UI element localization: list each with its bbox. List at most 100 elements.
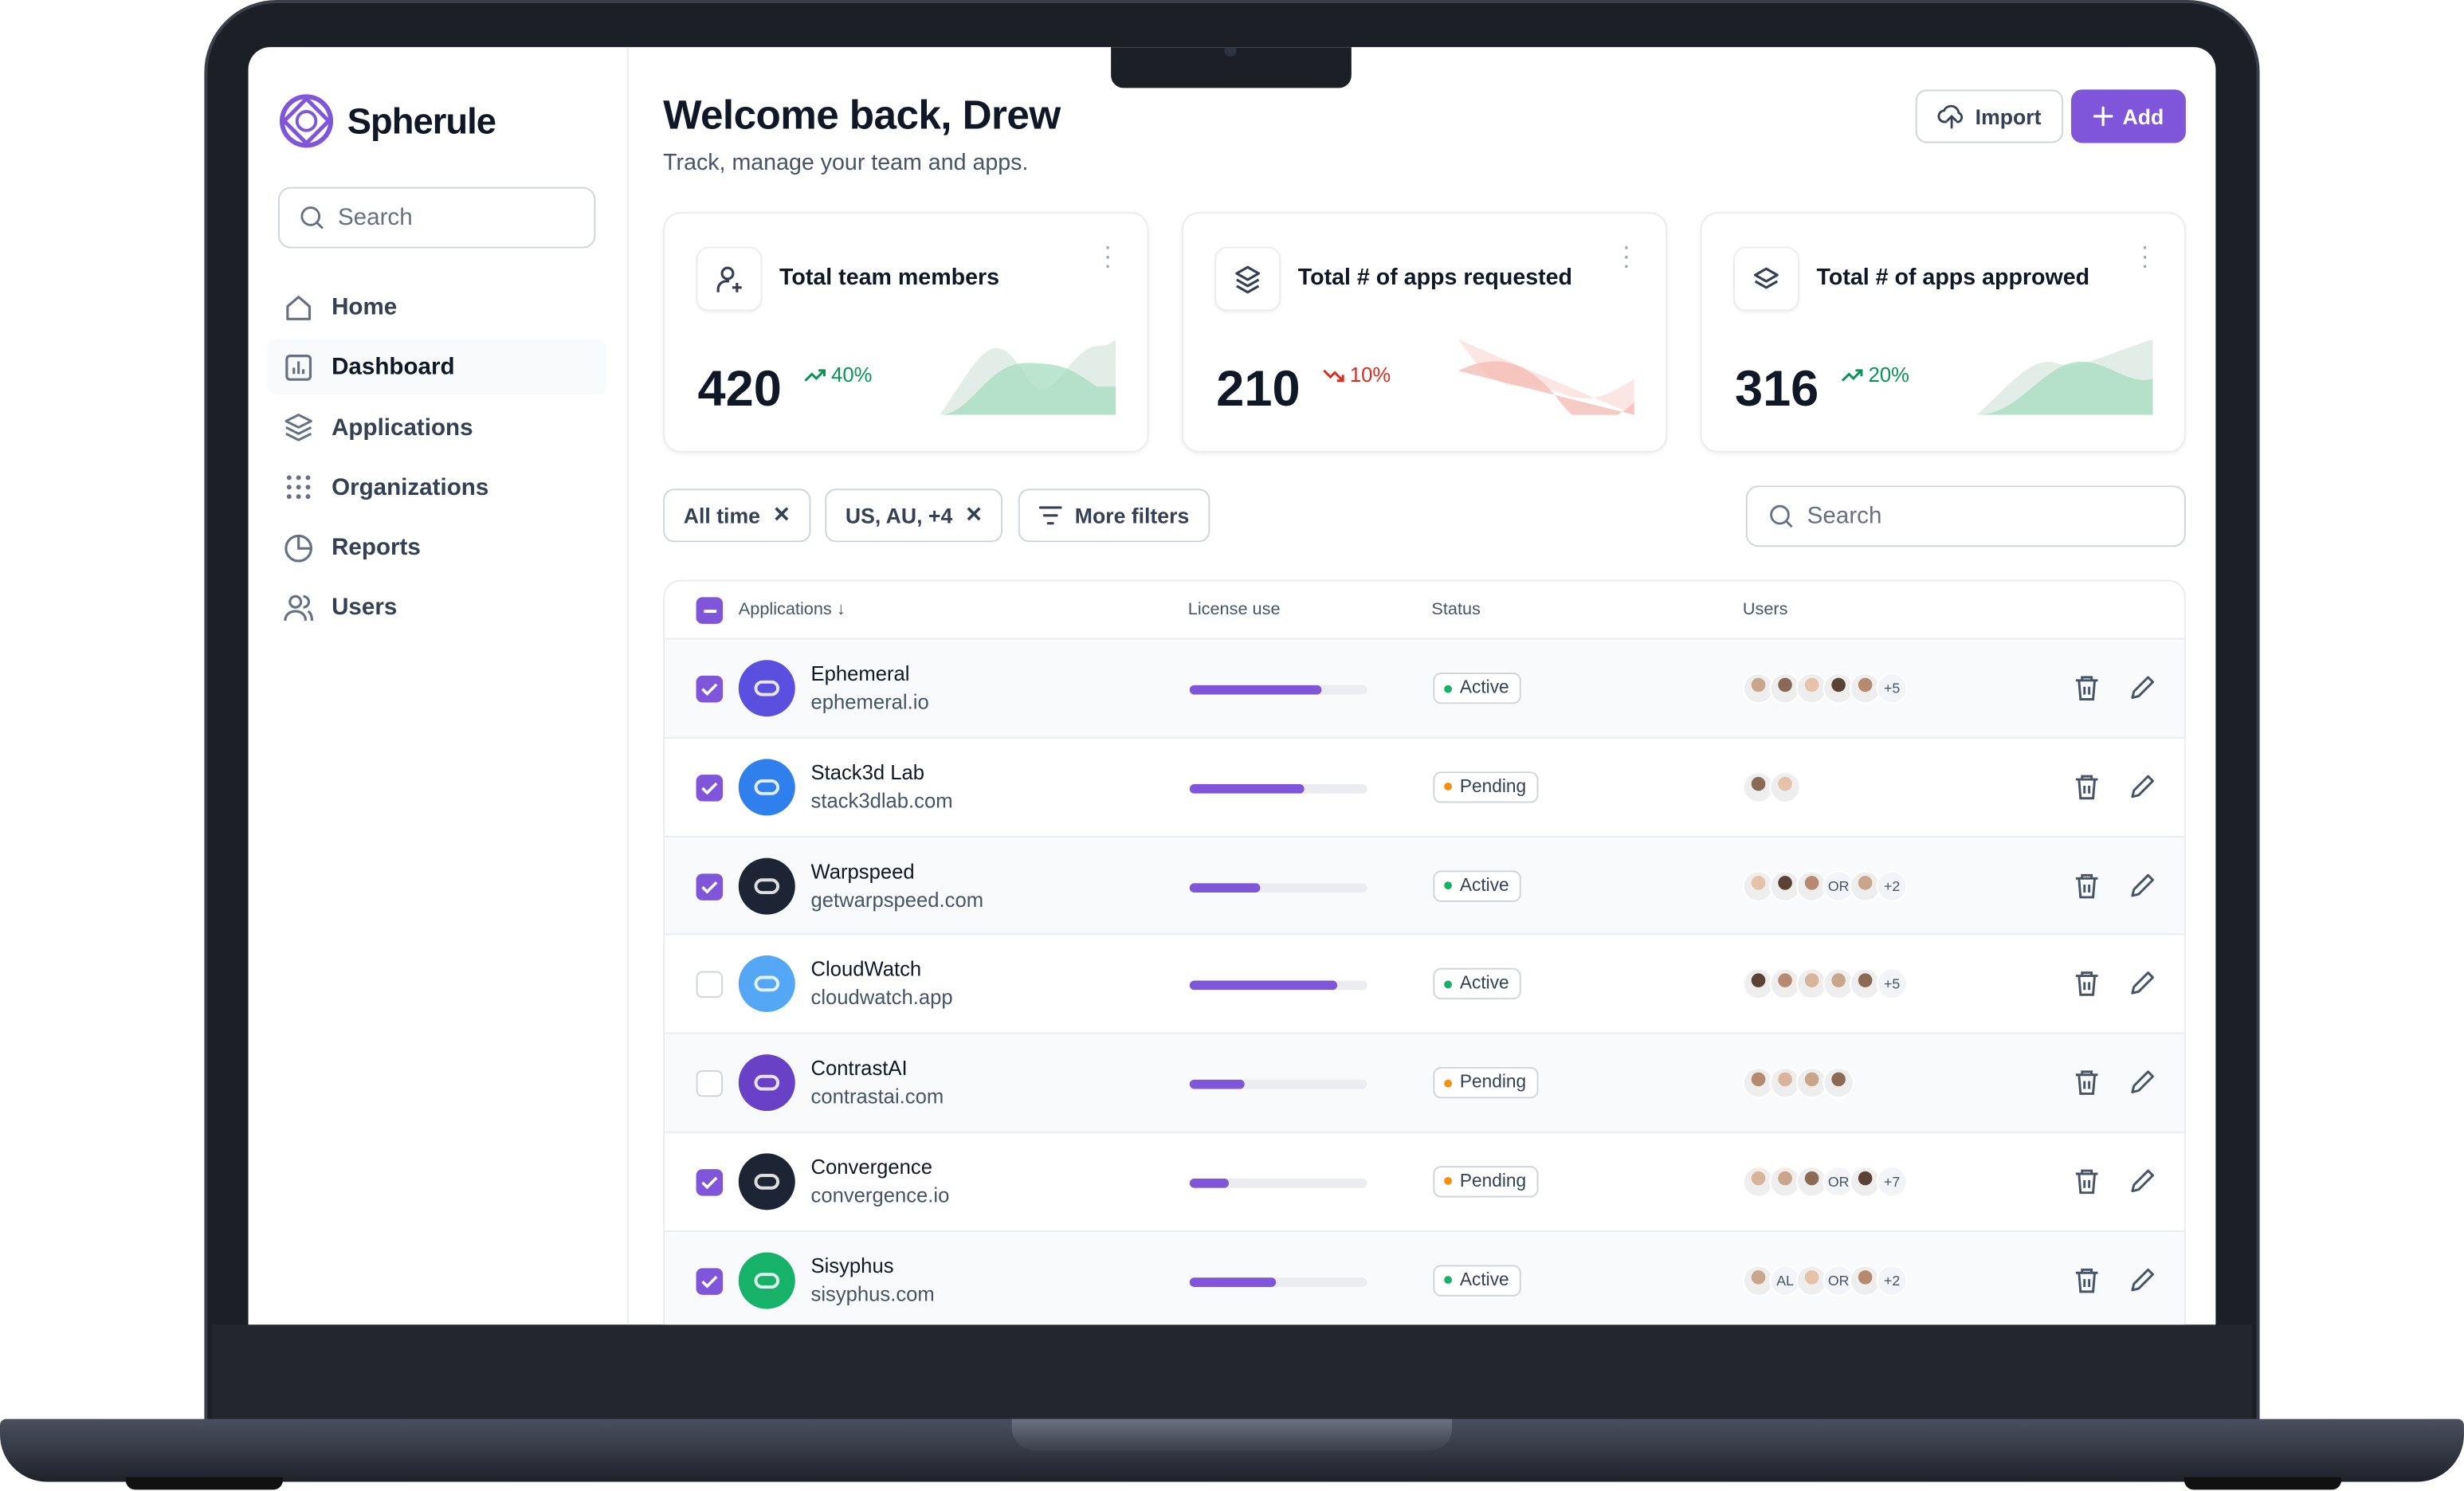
app-name[interactable]: Ephemeral [810,661,910,685]
sidebar-item-reports[interactable]: Reports [267,520,606,575]
sidebar-item-label: Reports [332,534,421,562]
status-badge: Active [1433,968,1522,1000]
row-checkbox[interactable] [696,1070,724,1097]
user-avatar[interactable] [1822,1067,1854,1099]
check-icon [701,1176,718,1190]
logo[interactable]: Spherule [278,92,496,149]
table-row[interactable]: ContrastAI contrastai.com Pending [665,1034,2184,1133]
trash-icon[interactable] [2074,674,2100,702]
stat-card: Total team members · · · 420 40% [663,212,1149,453]
sidebar-item-home[interactable]: Home [267,280,606,335]
card-title: Total # of apps requested [1297,265,1573,291]
status-badge: Pending [1433,771,1539,803]
user-initials-avatar[interactable]: AL [1769,1264,1801,1297]
app-name[interactable]: Convergence [810,1155,932,1179]
edit-pencil-icon[interactable] [2129,773,2156,800]
trash-icon[interactable] [2074,872,2100,900]
card-change: 10% [1321,363,1391,386]
column-status: Status [1431,600,1481,619]
more-users-count[interactable]: +5 [1876,672,1908,704]
more-vertical-icon[interactable]: · · · [1622,233,1631,280]
add-button[interactable]: Add [2070,89,2186,143]
close-icon[interactable]: ✕ [965,503,983,527]
sidebar-item-applications[interactable]: Applications [267,400,606,455]
row-checkbox[interactable] [696,774,724,802]
user-avatar[interactable] [1795,1067,1828,1099]
more-users-count[interactable]: +2 [1876,869,1908,902]
edit-pencil-icon[interactable] [2129,1266,2156,1293]
trash-icon[interactable] [2074,1069,2100,1097]
more-users-count[interactable]: +5 [1876,968,1908,1000]
sidebar-item-organizations[interactable]: Organizations [267,461,606,516]
edit-pencil-icon[interactable] [2129,1069,2156,1096]
user-avatar[interactable] [1742,968,1775,1000]
trash-icon[interactable] [2074,773,2100,801]
table-row[interactable]: Sisyphus sisyphus.com Active AL OR +2 [665,1231,2184,1325]
sidebar-item-label: Organizations [332,474,489,501]
column-applications[interactable]: Applications ↓ [739,600,846,619]
select-all-checkbox[interactable] [696,597,724,624]
edit-pencil-icon[interactable] [2129,970,2156,997]
row-checkbox[interactable] [696,971,724,999]
more-vertical-icon[interactable]: · · · [2140,233,2149,280]
table-header: Applications ↓ License use Status Users [665,582,2184,640]
edit-pencil-icon[interactable] [2129,1167,2156,1195]
user-avatar[interactable] [1849,1264,1881,1297]
user-plus-icon [716,265,742,292]
app-name[interactable]: Sisyphus [810,1254,894,1277]
trend-down-icon [1323,368,1344,382]
table-row[interactable]: Convergence convergence.io Pending OR +7 [665,1133,2184,1232]
table-search-input[interactable]: Search [1745,485,2186,547]
more-filters-button[interactable]: More filters [1018,488,1210,543]
user-avatar[interactable] [1795,869,1828,902]
user-avatar[interactable] [1795,968,1828,1000]
edit-pencil-icon[interactable] [2129,674,2156,701]
app-name[interactable]: Warpspeed [810,858,915,883]
sidebar-search-input[interactable]: Search [278,186,596,249]
table-row[interactable]: Ephemeral ephemeral.io Active +5 [665,639,2184,739]
laptop-hinge [1011,1418,1453,1451]
filter-chip-region[interactable]: US, AU, +4 ✕ [825,488,1003,543]
user-avatar[interactable] [1795,672,1828,704]
user-avatar[interactable] [1849,1166,1881,1198]
edit-pencil-icon[interactable] [2129,872,2156,899]
row-checkbox[interactable] [696,1169,724,1196]
status-label: Active [1459,1270,1509,1290]
users-avatar-group [1742,771,1801,803]
card-value: 420 [697,359,782,417]
app-name[interactable]: CloudWatch [810,957,922,982]
more-vertical-icon[interactable]: · · · [1103,233,1112,280]
import-button[interactable]: Import [1915,89,2064,143]
trash-icon[interactable] [2074,1167,2100,1195]
user-avatar[interactable] [1769,1067,1801,1099]
row-checkbox[interactable] [696,1267,724,1295]
user-initials-avatar[interactable]: OR [1822,1166,1854,1198]
close-icon[interactable]: ✕ [772,503,791,527]
sidebar-item-users[interactable]: Users [267,581,606,636]
user-avatar[interactable] [1849,672,1881,704]
row-checkbox[interactable] [696,873,724,900]
filter-chip-time[interactable]: All time ✕ [663,488,811,543]
table-row[interactable]: Warpspeed getwarpspeed.com Active OR +2 [665,837,2184,936]
user-avatar[interactable] [1769,869,1801,902]
more-users-count[interactable]: +7 [1876,1166,1908,1198]
filter-lines-icon [1038,506,1062,525]
trash-icon[interactable] [2074,970,2100,998]
status-label: Pending [1459,1073,1527,1093]
status-badge: Pending [1433,1166,1539,1198]
sidebar-item-label: Users [332,594,398,622]
bar-chart-icon [285,354,312,381]
sidebar-item-dashboard[interactable]: Dashboard [267,339,607,395]
user-avatar[interactable] [1742,869,1775,902]
table-row[interactable]: CloudWatch cloudwatch.app Active +5 [665,936,2184,1034]
more-users-count[interactable]: +2 [1876,1264,1908,1297]
user-avatar[interactable] [1795,1166,1828,1198]
app-logo-icon [738,660,795,717]
trash-icon[interactable] [2074,1266,2100,1294]
app-name[interactable]: ContrastAI [810,1056,908,1081]
app-name[interactable]: Stack3d Lab [810,759,925,784]
user-avatar[interactable] [1769,771,1801,803]
sparkline-area [1976,361,2153,415]
table-row[interactable]: Stack3d Lab stack3dlab.com Pending [665,738,2184,838]
row-checkbox[interactable] [696,675,724,703]
